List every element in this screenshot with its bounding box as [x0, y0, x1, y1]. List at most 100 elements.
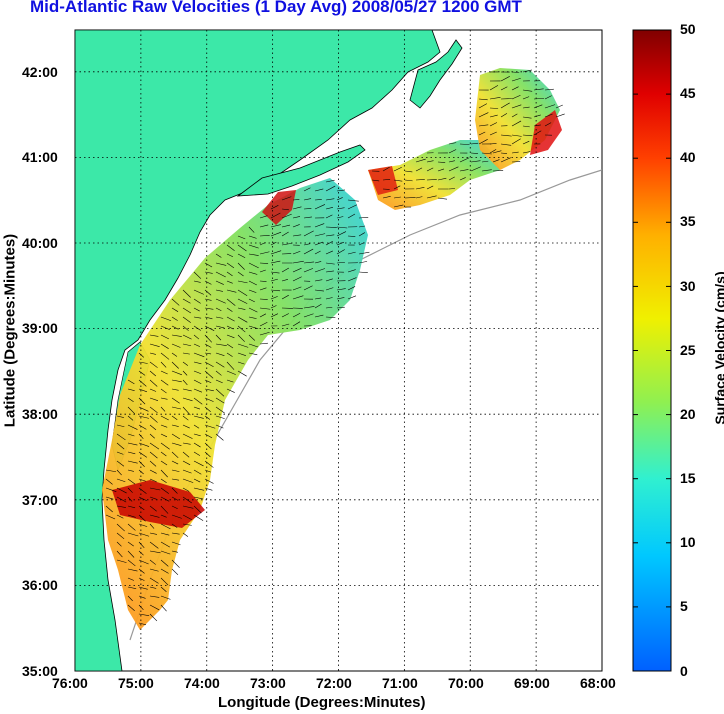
velocity-arrow [533, 104, 543, 109]
velocity-arrow [149, 415, 158, 423]
velocity-arrow [347, 269, 356, 273]
velocity-arrow [303, 248, 314, 255]
velocity-arrow [215, 415, 225, 419]
velocity-arrow [116, 541, 122, 547]
velocity-arrow [303, 198, 312, 201]
velocity-arrow [204, 361, 214, 367]
velocity-arrow [149, 460, 157, 467]
velocity-arrow [204, 316, 213, 320]
velocity-arrow [500, 152, 508, 154]
velocity-arrow [160, 325, 171, 331]
velocity-arrow [127, 568, 138, 572]
velocity-arrow [149, 388, 157, 392]
velocity-arrow [292, 321, 301, 327]
velocity-arrow [489, 143, 497, 145]
velocity-arrow [393, 196, 401, 199]
velocity-arrow [226, 271, 233, 277]
velocity-arrow [426, 160, 434, 163]
velocity-arrow [138, 514, 146, 522]
velocity-arrow [160, 478, 167, 483]
velocity-arrow [116, 433, 126, 441]
velocity-arrow [325, 306, 333, 309]
velocity-arrow [470, 142, 479, 145]
velocity-arrow [358, 225, 366, 228]
velocity-arrow [171, 370, 183, 376]
velocity-arrow [314, 279, 323, 282]
velocity-arrow [105, 469, 117, 473]
velocity-arrow [336, 241, 345, 246]
velocity-arrow [160, 550, 171, 555]
velocity-arrow [481, 160, 489, 163]
velocity-arrow [358, 251, 370, 255]
velocity-arrow [489, 149, 497, 154]
velocity-arrow [204, 352, 212, 355]
velocity-arrow [459, 143, 470, 145]
velocity-arrow [358, 217, 369, 219]
velocity-arrow [149, 469, 157, 474]
velocity-arrow [215, 325, 225, 329]
colorbar-tick-label: 35 [680, 213, 696, 229]
velocity-arrow [459, 169, 469, 172]
colorbar-tick-label: 10 [680, 534, 696, 550]
velocity-arrow [193, 433, 201, 437]
velocity-arrow [281, 242, 293, 246]
velocity-arrow [149, 343, 160, 347]
velocity-arrow [149, 379, 158, 387]
velocity-arrow [182, 325, 189, 331]
velocity-arrow [127, 478, 136, 485]
velocity-arrow [511, 134, 522, 137]
velocity-arrow [336, 297, 345, 300]
velocity-arrow [160, 442, 170, 450]
velocity-arrow [204, 379, 212, 383]
velocity-arrow [270, 205, 279, 210]
velocity-arrow [371, 179, 380, 182]
velocity-arrow [459, 177, 466, 181]
velocity-arrow [116, 460, 125, 467]
velocity-arrow [171, 523, 178, 528]
velocity-arrow [160, 532, 170, 536]
velocity-arrow [314, 233, 326, 237]
mainland-land [75, 30, 441, 671]
velocity-arrow [171, 298, 180, 306]
velocity-arrow [193, 289, 204, 295]
velocity-arrow [248, 298, 255, 303]
velocity-arrow [259, 342, 268, 345]
velocity-arrow [193, 316, 202, 319]
x-tick-label: 74:00 [184, 675, 220, 691]
velocity-arrow [215, 307, 222, 311]
velocity-arrow [248, 343, 259, 348]
velocity-arrow [522, 89, 533, 92]
velocity-arrow [127, 460, 138, 464]
velocity-arrow [248, 271, 258, 275]
velocity-arrow [138, 595, 146, 599]
velocity-arrow [259, 313, 267, 318]
velocity-arrow [116, 487, 127, 494]
velocity-arrow [160, 415, 169, 421]
velocity-arrow [138, 505, 145, 511]
velocity-arrow [215, 424, 224, 429]
velocity-arrow [303, 230, 314, 237]
velocity-arrow [204, 307, 214, 310]
velocity-arrow [193, 442, 201, 448]
velocity-arrow [281, 267, 290, 273]
velocity-arrow [281, 213, 292, 219]
velocity-arrow [171, 559, 180, 568]
velocity-arrow [303, 268, 314, 273]
velocity-arrow [215, 343, 227, 346]
velocity-arrow [160, 352, 170, 360]
velocity-arrow [248, 316, 257, 319]
velocity-arrow [478, 103, 488, 109]
velocity-arrow [237, 298, 248, 304]
velocity-arrow [248, 352, 258, 356]
velocity-arrow [171, 343, 181, 348]
velocity-arrow [138, 532, 150, 537]
velocity-arrow [149, 496, 157, 500]
velocity-arrow [347, 286, 356, 291]
colorbar-ticks [633, 29, 671, 672]
velocity-arrow [171, 514, 182, 519]
velocity-arrow [182, 352, 190, 355]
velocity-arrow [149, 424, 157, 431]
velocity-arrow [138, 622, 147, 626]
velocity-arrow [149, 370, 157, 377]
